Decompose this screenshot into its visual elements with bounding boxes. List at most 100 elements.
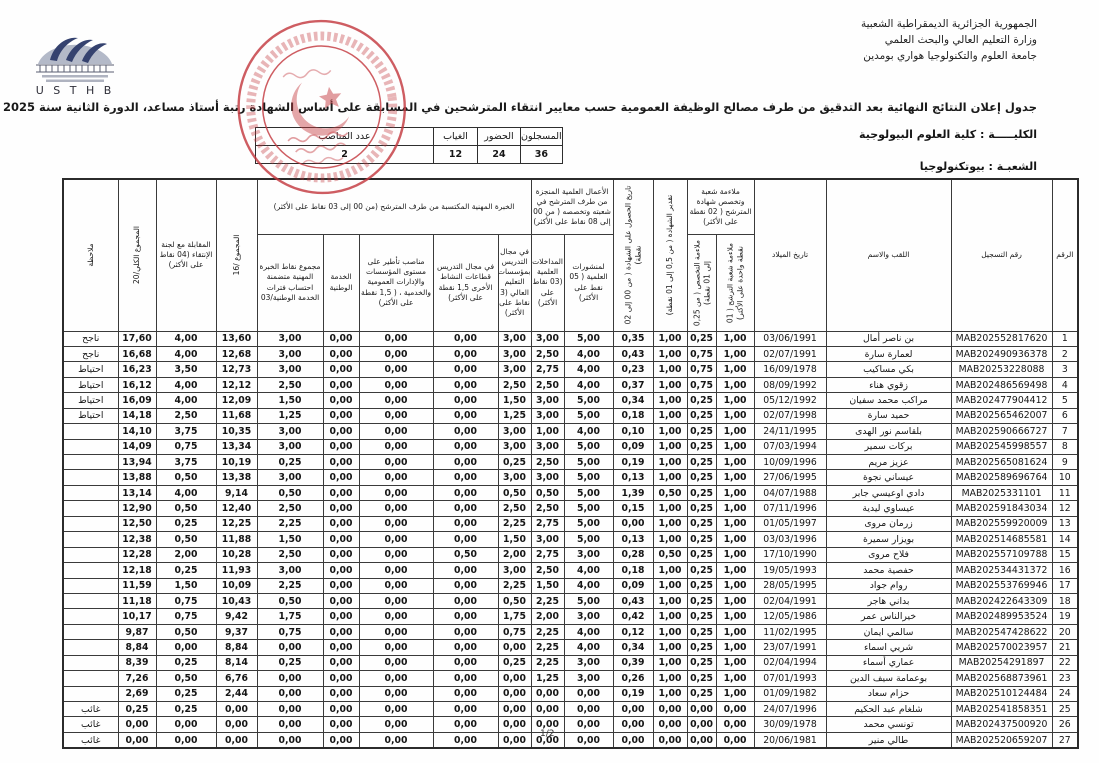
cell-degree-date: 0,00 [612,515,654,533]
cell-interventions: 3,00 [530,407,565,425]
col-header-supervision: مناصب تأطير على مستوى المؤسسات والإدارات… [358,233,434,332]
cell-spec-fit: 0,00 [686,716,717,733]
cell-branch-fit: 1,00 [715,639,755,656]
cell-national-service: 0,00 [322,546,360,564]
cell-spec-fit: 0,25 [686,423,717,440]
cell-interventions: 2,25 [530,592,565,610]
cell-total16: 6,76 [215,670,258,687]
cell-name: عيساوي ليدية [825,500,952,517]
cell-degree-grade: 1,00 [652,670,688,687]
cell-teach-other: 0,00 [432,639,499,656]
cell-degree-date: 0,13 [612,531,654,548]
cell-registration: MAB202565081624 [950,453,1053,471]
table-row: 8 MAB202545998557 بركات سمير 07/03/1994 1,00… [62,438,1079,456]
cell-branch-fit: 1,00 [715,531,755,548]
cell-teach-other: 0,00 [432,515,499,533]
cell-teach-higher: 1,50 [497,531,532,548]
cell-degree-grade: 1,00 [652,685,688,703]
cell-name: بوعمامة سيف الدين [825,670,952,687]
cell-spec-fit: 0,25 [686,407,717,425]
cell-total20: 16,68 [117,345,157,363]
cell-interventions: 2,50 [530,453,565,471]
cell-total16: 12,40 [215,500,258,517]
cell-branch-fit: 1,00 [715,546,755,564]
branch-fit-label: ملاءمة شعبة الترشح ( 01 نقطة واحدة على ا… [725,242,745,323]
cell-national-service: 0,00 [322,685,360,703]
cell-registration: MAB202489953524 [950,608,1053,625]
cell-branch-fit: 0,00 [715,700,755,718]
cell-experience-total: 2,50 [256,546,324,564]
cell-national-service: 0,00 [322,469,360,486]
cell-rank: 27 [1051,731,1079,749]
col-header-registration: رقم التسجيل [950,178,1053,332]
col-header-experience-total: مجموع نقاط الخبرة المهنية متضمنة احتساب … [256,233,324,332]
cell-total16: 0,00 [215,700,258,718]
cell-total20: 7,26 [117,670,157,687]
cell-teach-other: 0,00 [432,731,499,749]
stats-present-value: 24 [477,145,521,164]
cell-total20: 11,18 [117,592,157,610]
cell-interview: 4,00 [155,392,217,409]
cell-total16: 9,14 [215,484,258,502]
stats-positions-label: عدد المناصب [255,127,434,146]
cell-total20: 0,00 [117,731,157,749]
cell-interview: 0,75 [155,592,217,610]
cell-teach-higher: 0,75 [497,623,532,641]
cell-publications: 0,00 [563,716,614,733]
cell-name: تونسي محمد [825,716,952,733]
cell-branch-fit: 1,00 [715,515,755,533]
cell-branch-fit: 1,00 [715,484,755,502]
table-row: 15 MAB202557109788 فلاح مروى 17/10/1990 1,00… [62,546,1079,564]
cell-spec-fit: 0,25 [686,453,717,471]
cell-rank: 16 [1051,562,1079,579]
cell-interventions: 0,00 [530,716,565,733]
cell-name: دادي اوعيسي جابر [825,484,952,502]
cell-supervision: 0,00 [358,639,434,656]
cell-total16: 8,14 [215,654,258,672]
cell-national-service: 0,00 [322,407,360,425]
cell-rank: 22 [1051,654,1079,672]
col-header-total20: المجموع الكلي/20 [117,178,157,332]
cell-interview: 1,50 [155,577,217,594]
cell-remark [62,608,119,625]
col-header-spec-fit: ملاءمة التخصص ( من 0,25 إلى 01 نقطة) [686,233,717,332]
col-header-dob: تاريخ الميلاد [753,178,827,332]
cell-branch-fit: 1,00 [715,423,755,440]
cell-total16: 10,35 [215,423,258,440]
cell-supervision: 0,00 [358,345,434,363]
cell-total16: 9,37 [215,623,258,641]
cell-name: لعمارة سارة [825,345,952,363]
cell-degree-date: 0,23 [612,361,654,378]
cell-remark: غائب [62,700,119,718]
cell-interventions: 3,00 [530,392,565,409]
cell-total20: 13,94 [117,453,157,471]
table-row: 24 MAB202510124484 حزام سعاد 01/09/1982 1,00… [62,685,1079,703]
cell-dob: 10/09/1996 [753,453,827,471]
cell-spec-fit: 0,25 [686,670,717,687]
cell-remark: ناجح [62,345,119,363]
cell-experience-total: 0,25 [256,453,324,471]
cell-total20: 12,90 [117,500,157,517]
cell-remark: ناجح [62,330,119,347]
cell-publications: 5,00 [563,438,614,456]
cell-remark [62,654,119,672]
cell-registration: MAB202490936378 [950,345,1053,363]
cell-degree-date: 0,43 [612,592,654,610]
cell-interventions: 0,00 [530,731,565,749]
cell-national-service: 0,00 [322,531,360,548]
cell-dob: 24/07/1996 [753,700,827,718]
cell-total16: 0,00 [215,731,258,749]
header-row-subcolumns: ملاءمة شعبة الترشح ( 01 نقطة واحدة على ا… [63,233,1078,332]
cell-dob: 17/10/1990 [753,546,827,564]
cell-branch-fit: 1,00 [715,670,755,687]
cell-supervision: 0,00 [358,438,434,456]
cell-publications: 5,00 [563,453,614,471]
cell-publications: 3,00 [563,654,614,672]
cell-total16: 11,68 [215,407,258,425]
cell-degree-date: 0,13 [612,469,654,486]
col-header-branch-fit: ملاءمة شعبة الترشح ( 01 نقطة واحدة على ا… [715,233,755,332]
col-header-degree-date: تاريخ الحصول على الشهادة ( من 00 إلى 02 … [612,178,654,332]
cell-degree-grade: 1,00 [652,345,688,363]
cell-teach-other: 0,00 [432,361,499,378]
gov-line-republic: الجمهورية الجزائرية الديمقراطية الشعبية [860,18,1037,30]
